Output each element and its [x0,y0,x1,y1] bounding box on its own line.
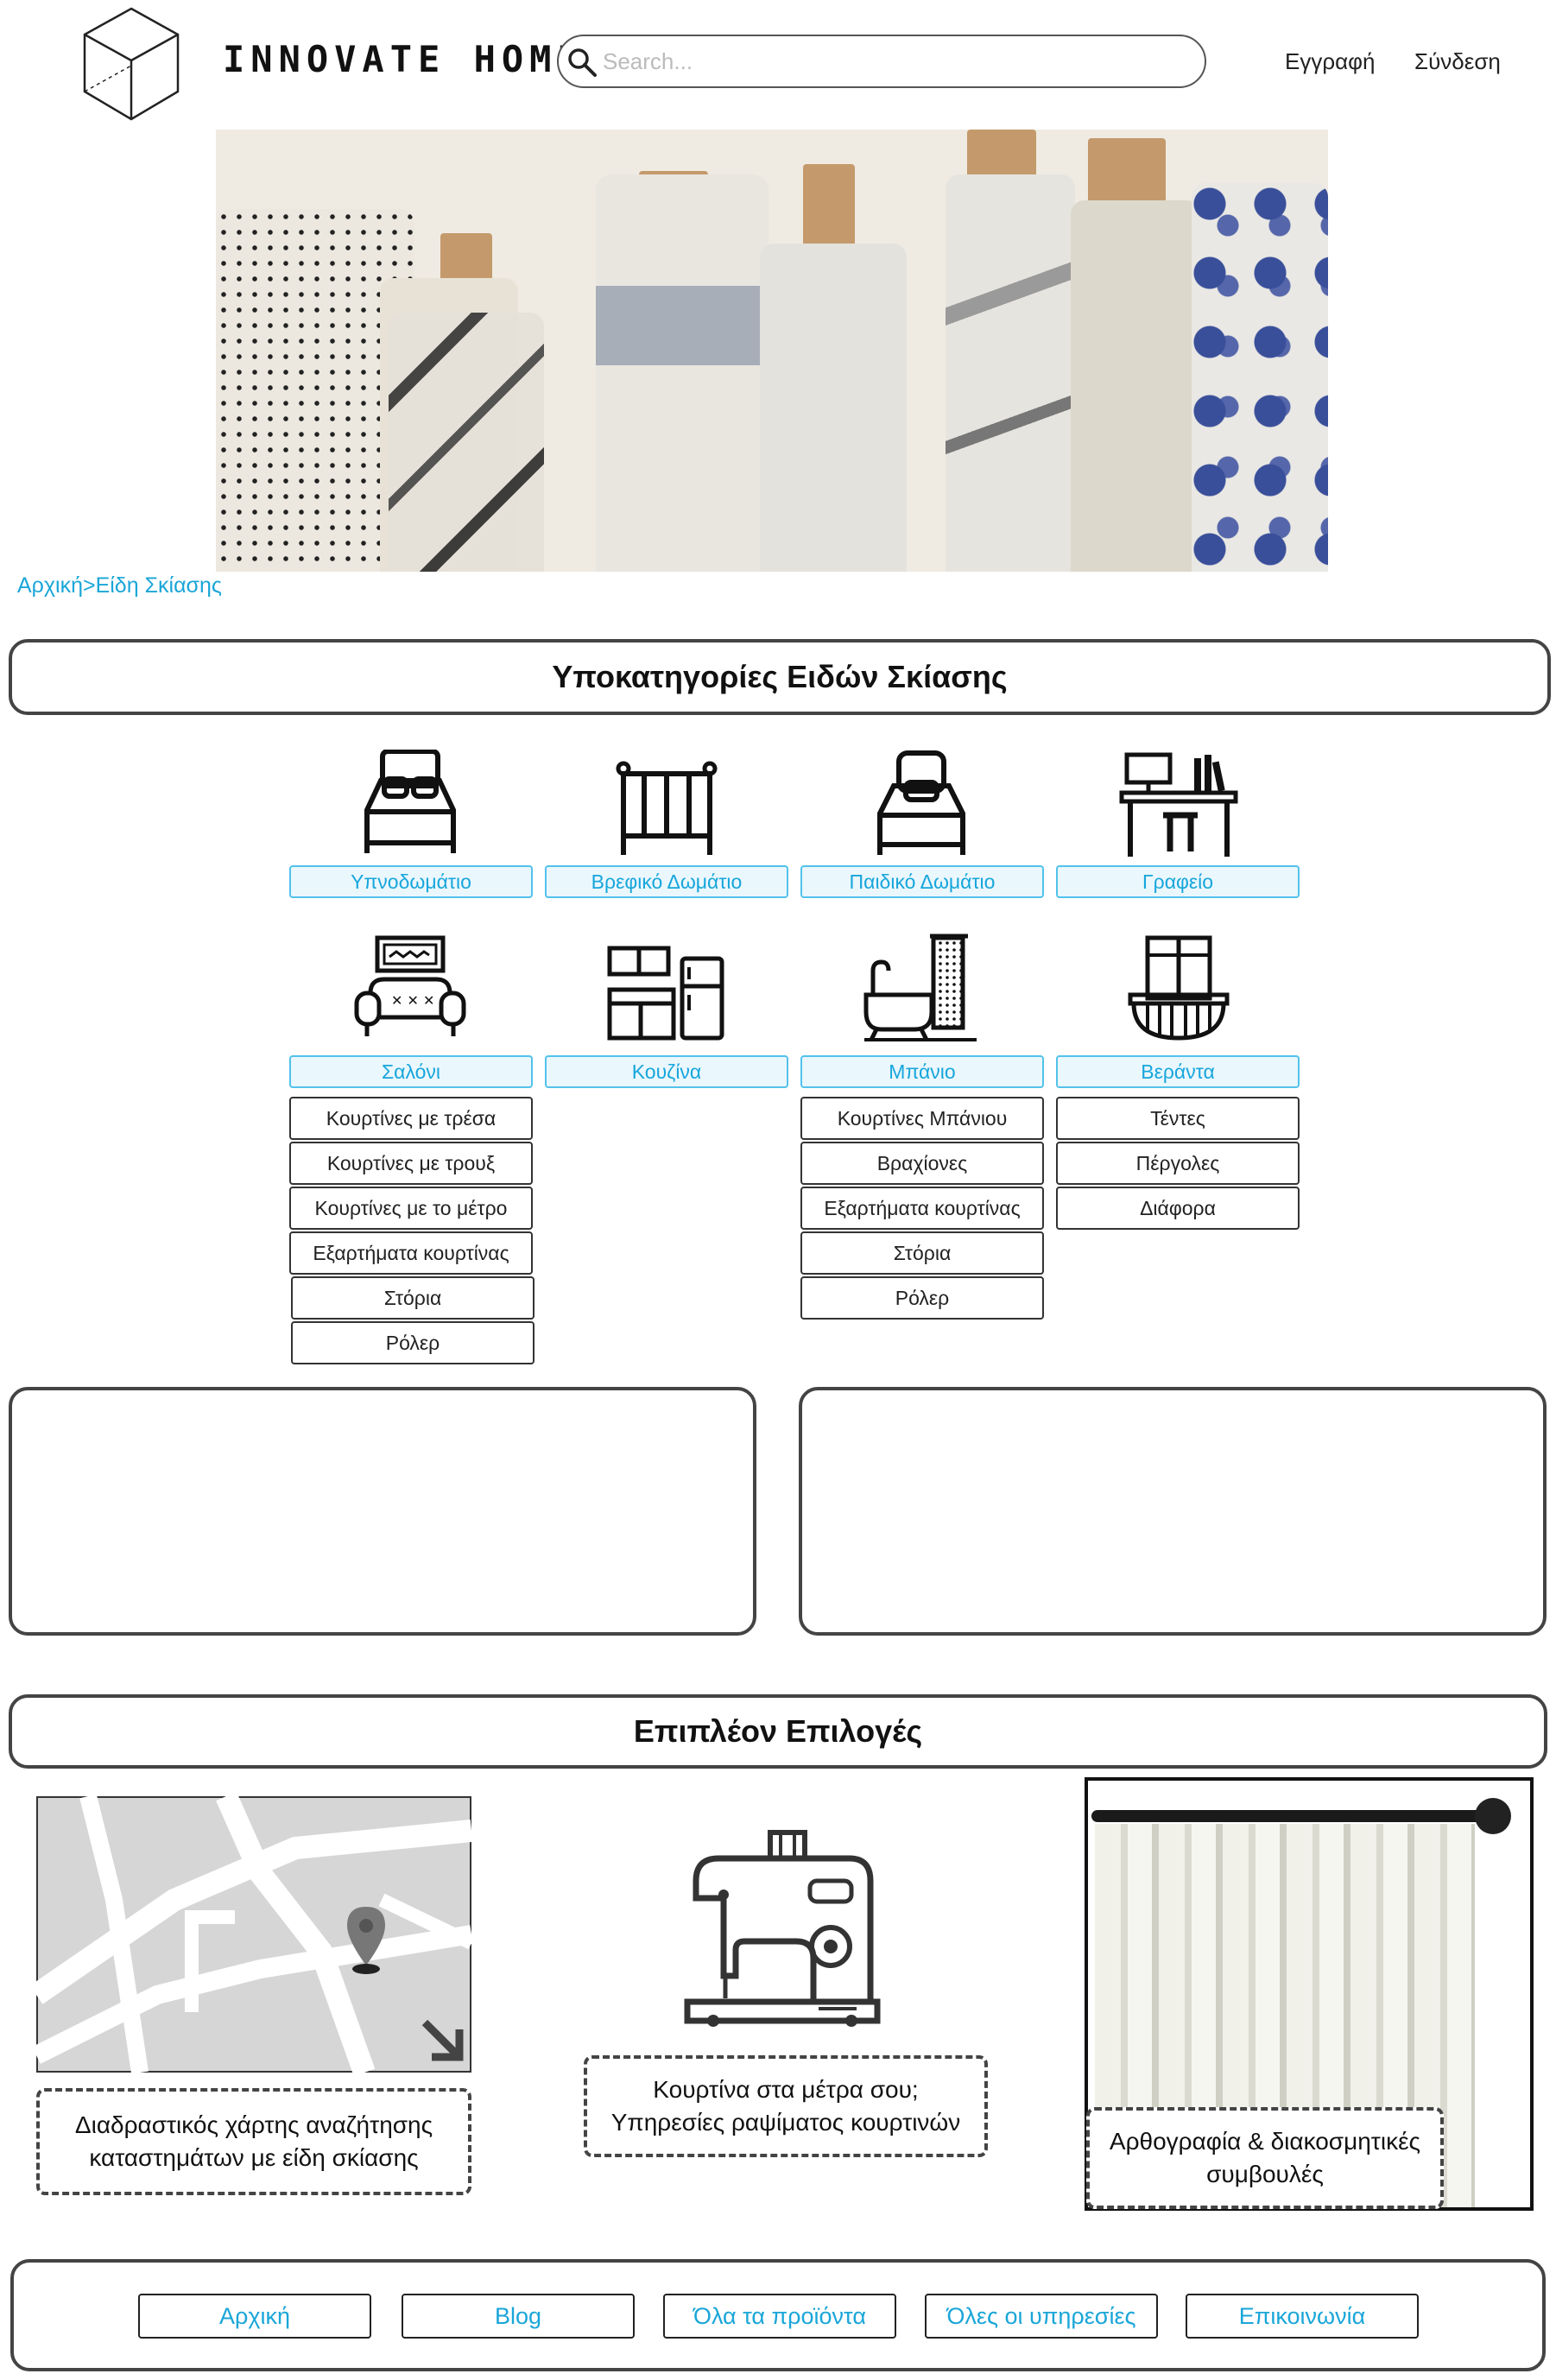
breadcrumb[interactable]: Αρχική>Είδη Σκίασης [17,573,222,598]
mpanio-option[interactable]: Ρόλερ [800,1276,1044,1320]
svg-text:✕ ✕ ✕: ✕ ✕ ✕ [391,992,434,1009]
category-mpanio[interactable]: Μπάνιο [800,1055,1044,1088]
mpanio-option[interactable]: Κουρτίνες Μπάνιου [800,1097,1044,1140]
article-caption[interactable]: Αρθογραφία & διακοσμητικές συμβουλές [1086,2107,1444,2209]
footer-link-contact[interactable]: Επικοινωνία [1186,2294,1419,2339]
empty-panel-right [799,1387,1547,1636]
footer-link-all-services[interactable]: Όλες οι υπηρεσίες [925,2294,1158,2339]
hero-fabric-rolls-image [216,130,1328,572]
veranta-option[interactable]: Διάφορα [1056,1187,1300,1230]
balcony-icon [1128,935,1230,1041]
curtain-rod-finial-icon [1475,1798,1511,1834]
sofa-icon: ✕ ✕ ✕ [354,935,466,1036]
login-link[interactable]: Σύνδεση [1414,48,1501,74]
bathtub-icon [863,934,977,1041]
search-icon[interactable] [566,47,598,78]
saloni-option[interactable]: Κουρτίνες με τρέσα [289,1097,533,1140]
sewing-machine-icon[interactable] [684,1829,882,2028]
logo-cube-icon[interactable] [79,5,183,123]
footer-link-home[interactable]: Αρχική [138,2294,371,2339]
kitchen-icon [607,946,724,1041]
category-vrefiko-domatio[interactable]: Βρεφικό Δωμάτιο [545,865,788,898]
mpanio-option[interactable]: Στόρια [800,1231,1044,1275]
saloni-option[interactable]: Στόρια [291,1276,534,1320]
veranta-option[interactable]: Τέντες [1056,1097,1300,1140]
store-map-image[interactable] [36,1796,471,2073]
sewing-caption[interactable]: Κουρτίνα στα μέτρα σου; Υπηρεσίες ραψίμα… [584,2055,988,2157]
more-options-title: Επιπλέον Επιλογές [9,1694,1547,1769]
saloni-option[interactable]: Εξαρτήματα κουρτίνας [289,1231,533,1275]
mpanio-option[interactable]: Βραχίονες [800,1142,1044,1185]
category-kouzina[interactable]: Κουζίνα [545,1055,788,1088]
saloni-option[interactable]: Ρόλερ [291,1321,534,1364]
saloni-option[interactable]: Κουρτίνες με το μέτρο [289,1187,533,1230]
expand-arrow-icon[interactable] [421,2019,464,2061]
footer-link-all-products[interactable]: Όλα τα προϊόντα [663,2294,896,2339]
map-caption[interactable]: Διαδραστικός χάρτης αναζήτησης καταστημά… [36,2088,471,2195]
empty-panel-left [9,1387,756,1636]
mpanio-option[interactable]: Εξαρτήματα κουρτίνας [800,1187,1044,1230]
office-desk-icon [1119,752,1238,857]
register-link[interactable]: Εγγραφή [1285,48,1376,74]
subcategories-title: Υποκατηγορίες Ειδών Σκίασης [9,639,1551,715]
category-grafeio[interactable]: Γραφείο [1056,865,1300,898]
single-bed-icon [877,750,965,855]
footer-link-blog[interactable]: Blog [402,2294,635,2339]
category-ypnodomatio[interactable]: Υπνοδωμάτιο [289,865,533,898]
category-paidiko-domatio[interactable]: Παιδικό Δωμάτιο [800,865,1044,898]
saloni-option[interactable]: Κουρτίνες με τρουξ [289,1142,533,1185]
brand-name[interactable]: INNOVATE HOME [223,38,585,80]
map-pin-icon [347,1907,385,1974]
category-saloni[interactable]: Σαλόνι [289,1055,533,1088]
crib-icon [616,761,718,855]
double-bed-icon [364,750,456,853]
search-input[interactable] [601,43,1188,79]
veranta-option[interactable]: Πέργολες [1056,1142,1300,1185]
category-veranta[interactable]: Βεράντα [1056,1055,1300,1088]
